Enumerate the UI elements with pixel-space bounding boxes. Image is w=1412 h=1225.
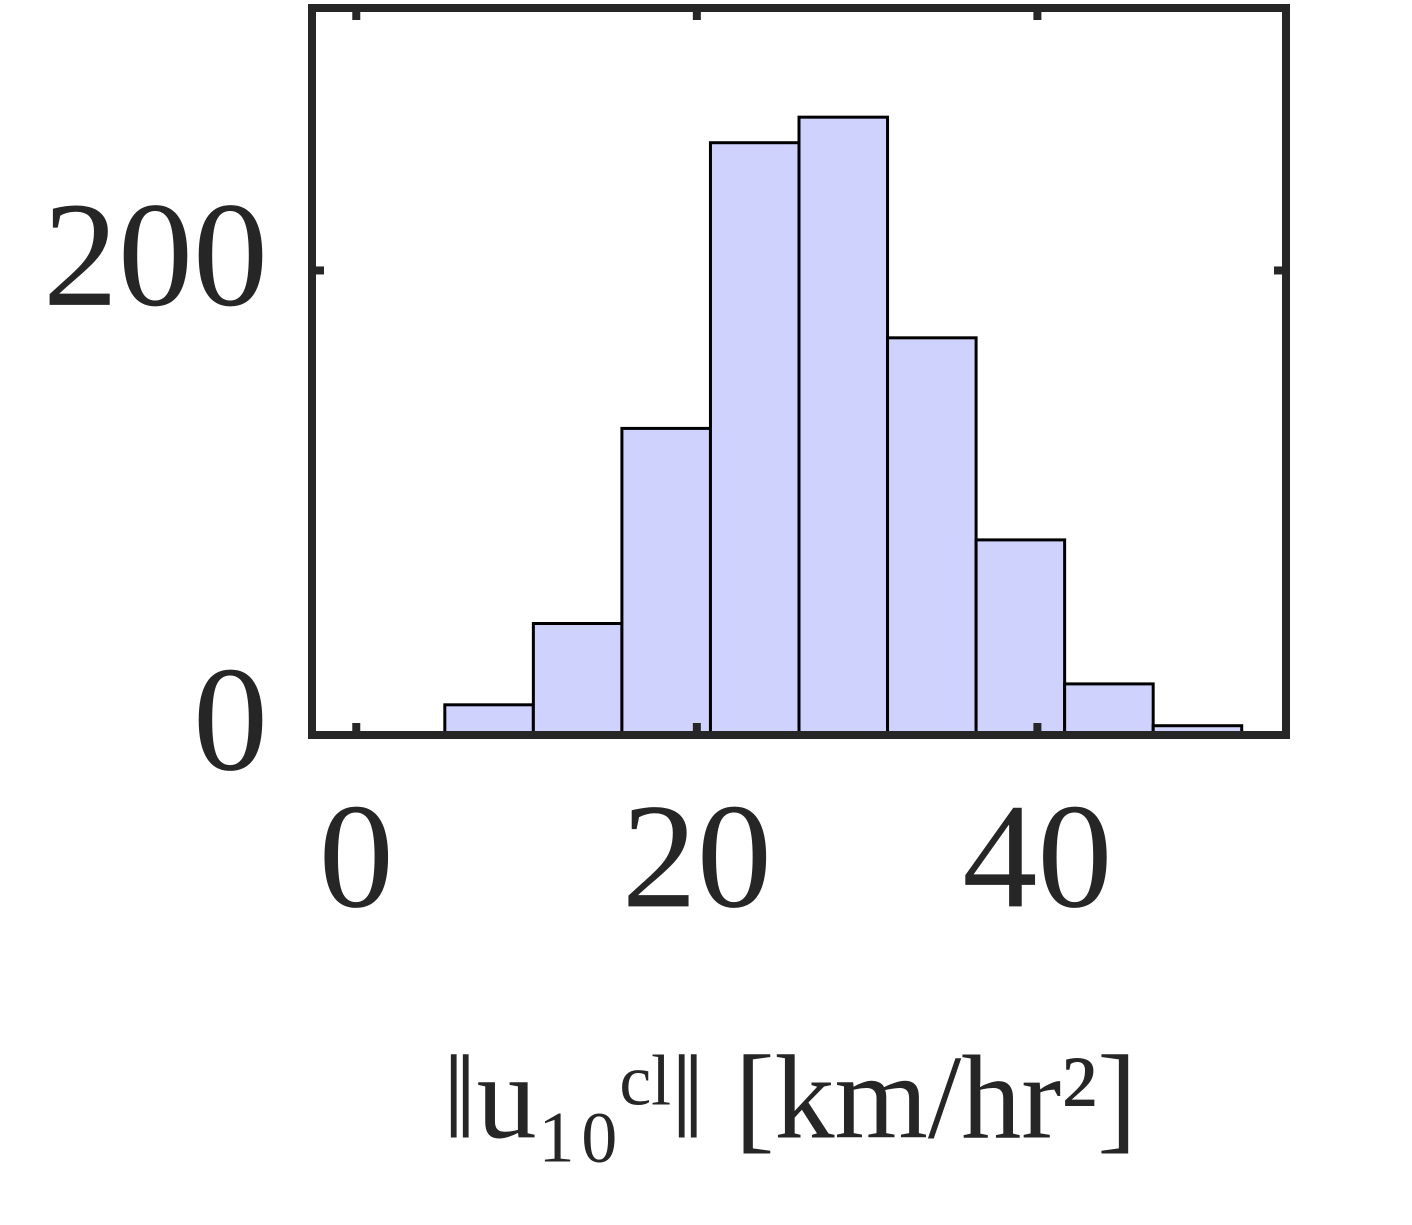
bar — [886, 336, 978, 737]
x-tick-label: 0 — [319, 773, 394, 939]
bar — [708, 141, 801, 737]
x-tick-label: 20 — [622, 773, 772, 939]
y-tick-label: 200 — [43, 172, 268, 338]
bar — [620, 426, 712, 737]
x-tick-label: 40 — [962, 773, 1112, 939]
y-tick-label: 0 — [193, 636, 268, 802]
bar — [797, 115, 890, 737]
bar — [443, 703, 535, 737]
bar — [531, 622, 624, 737]
x-axis-label: ‖u₁₀ᶜˡ‖ [km/hr²] — [443, 1031, 1137, 1164]
plot-frame — [308, 4, 1290, 739]
bar — [1063, 682, 1155, 737]
bar — [974, 538, 1067, 737]
